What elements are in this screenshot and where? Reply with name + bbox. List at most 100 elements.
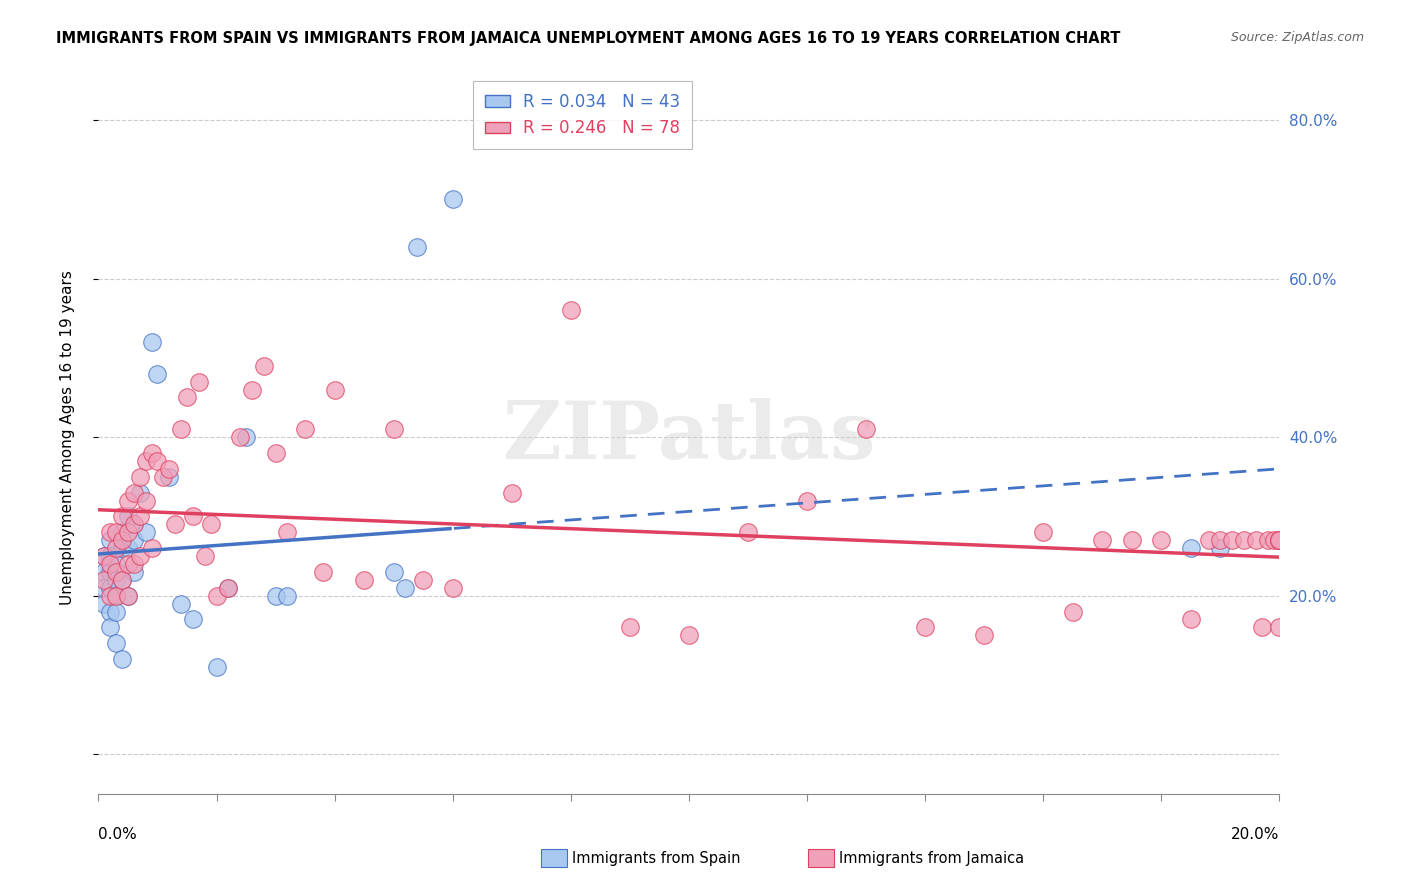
Point xyxy=(406,240,429,254)
Point xyxy=(170,422,193,436)
Point xyxy=(128,469,150,483)
Point xyxy=(105,557,128,571)
Point xyxy=(105,573,128,587)
Point xyxy=(1209,533,1232,548)
Point xyxy=(111,652,134,666)
Point xyxy=(914,620,936,634)
Point xyxy=(122,517,145,532)
Point xyxy=(217,581,239,595)
Point xyxy=(187,375,209,389)
Point xyxy=(855,422,877,436)
Point xyxy=(441,192,464,206)
Point xyxy=(105,589,128,603)
Point xyxy=(1220,533,1243,548)
Point xyxy=(146,454,169,468)
Point xyxy=(98,557,121,571)
Point xyxy=(170,597,193,611)
Point xyxy=(105,605,128,619)
Point xyxy=(111,509,134,524)
Text: Source: ZipAtlas.com: Source: ZipAtlas.com xyxy=(1230,31,1364,45)
Text: ZIPatlas: ZIPatlas xyxy=(503,398,875,476)
Point xyxy=(122,485,145,500)
Point xyxy=(122,517,145,532)
Point xyxy=(312,565,335,579)
Point xyxy=(141,541,163,555)
Point xyxy=(128,549,150,563)
Point xyxy=(117,589,139,603)
Point xyxy=(105,636,128,650)
Point xyxy=(111,573,134,587)
Point xyxy=(93,565,115,579)
Point xyxy=(122,557,145,571)
Point xyxy=(1250,620,1272,634)
Point xyxy=(560,303,582,318)
Point xyxy=(146,367,169,381)
Text: Immigrants from Spain: Immigrants from Spain xyxy=(572,851,741,865)
Point xyxy=(973,628,995,642)
Point xyxy=(111,541,134,555)
Point xyxy=(122,533,145,548)
Y-axis label: Unemployment Among Ages 16 to 19 years: Unemployment Among Ages 16 to 19 years xyxy=(60,269,75,605)
Point xyxy=(157,462,180,476)
Point xyxy=(796,493,818,508)
Point xyxy=(264,446,287,460)
Point xyxy=(1268,533,1291,548)
Point xyxy=(93,549,115,563)
Point xyxy=(135,493,157,508)
Point xyxy=(678,628,700,642)
Point xyxy=(117,589,139,603)
Point xyxy=(117,557,139,571)
Point xyxy=(276,525,298,540)
Point xyxy=(117,493,139,508)
Text: Immigrants from Jamaica: Immigrants from Jamaica xyxy=(839,851,1025,865)
Point xyxy=(205,660,228,674)
Point xyxy=(1121,533,1143,548)
Point xyxy=(1091,533,1114,548)
Point xyxy=(394,581,416,595)
Point xyxy=(240,383,263,397)
Point xyxy=(323,383,346,397)
Point xyxy=(1257,533,1279,548)
Point xyxy=(98,533,121,548)
Point xyxy=(98,581,121,595)
Point xyxy=(105,589,128,603)
Point xyxy=(117,541,139,555)
Point xyxy=(1180,541,1202,555)
Point xyxy=(353,573,375,587)
Point xyxy=(1198,533,1220,548)
Point xyxy=(98,589,121,603)
Point xyxy=(98,620,121,634)
Point xyxy=(412,573,434,587)
Point xyxy=(165,517,187,532)
Point xyxy=(98,565,121,579)
Point xyxy=(276,589,298,603)
Point xyxy=(111,533,134,548)
Point xyxy=(1209,541,1232,555)
Point xyxy=(152,469,174,483)
Point xyxy=(235,430,257,444)
Point xyxy=(1150,533,1173,548)
Point xyxy=(1268,533,1291,548)
Point xyxy=(128,509,150,524)
Text: 20.0%: 20.0% xyxy=(1232,827,1279,841)
Point xyxy=(1032,525,1054,540)
Point xyxy=(111,573,134,587)
Point xyxy=(176,391,198,405)
Point xyxy=(253,359,276,373)
Point xyxy=(157,469,180,483)
Point xyxy=(98,605,121,619)
Point xyxy=(1263,533,1285,548)
Point xyxy=(93,573,115,587)
Point xyxy=(194,549,217,563)
Point xyxy=(105,541,128,555)
Point xyxy=(294,422,316,436)
Point xyxy=(141,446,163,460)
Point xyxy=(1180,612,1202,626)
Point xyxy=(117,509,139,524)
Point xyxy=(93,581,115,595)
Point xyxy=(205,589,228,603)
Point xyxy=(128,485,150,500)
Point xyxy=(1268,533,1291,548)
Point xyxy=(135,454,157,468)
Point xyxy=(441,581,464,595)
